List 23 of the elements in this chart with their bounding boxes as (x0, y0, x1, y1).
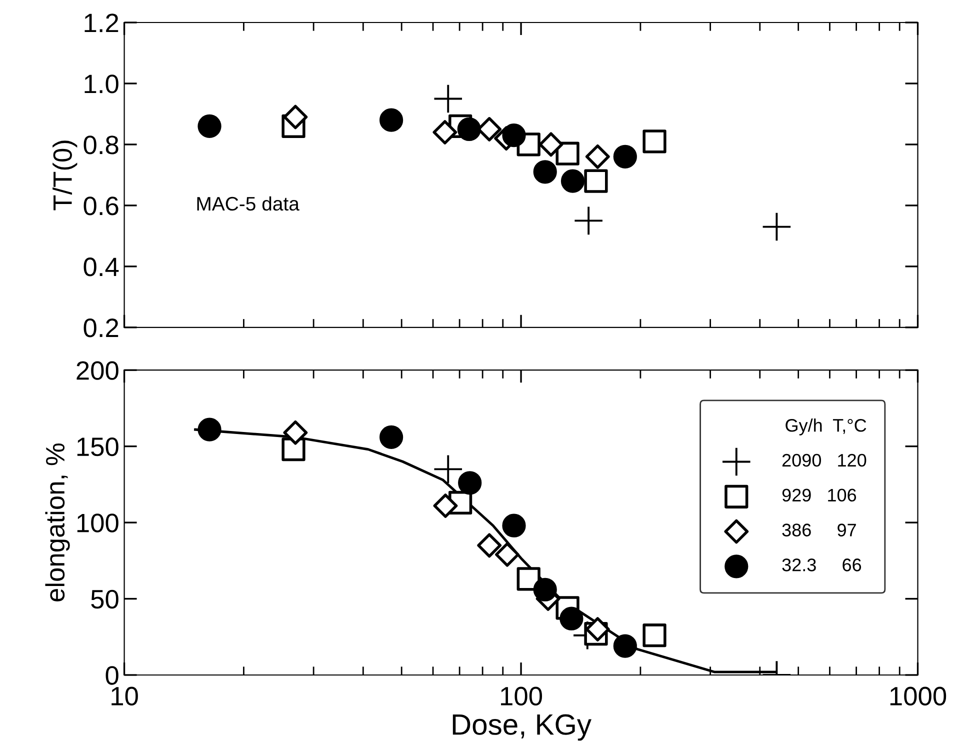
legend-title: Gy/h T,°C (786, 418, 866, 436)
y-tick-label: 0.8 (84, 136, 118, 154)
y-axis-title: elongation, % (45, 444, 70, 602)
x-tick-label: 1000 (890, 686, 946, 706)
legend-label: 929 106 (782, 488, 856, 502)
y-tick-label: 0.6 (84, 196, 118, 216)
legend-label: 386 97 (782, 524, 856, 536)
y-tick-label: 200 (76, 361, 118, 380)
annotation: MAC-5 data (197, 196, 300, 211)
y-tick-label: 150 (77, 437, 118, 456)
y-tick-label: 50 (91, 590, 118, 609)
x-tick-label: 10 (112, 686, 138, 706)
y-axis-title: T/T(0) (52, 140, 78, 210)
y-tick-label: 0 (106, 666, 118, 685)
y-tick-label: 1.0 (84, 74, 118, 94)
y-tick-label: 0.4 (84, 258, 119, 276)
y-tick-label: 1.2 (84, 14, 118, 32)
y-tick-label: 100 (77, 514, 118, 532)
legend-label: 32.3 66 (782, 558, 862, 572)
legend-label: 2090 120 (782, 454, 866, 467)
x-axis-title: Dose, KGy (452, 714, 592, 741)
x-tick-label: 100 (501, 686, 542, 706)
y-tick-label: 0.2 (84, 318, 118, 338)
